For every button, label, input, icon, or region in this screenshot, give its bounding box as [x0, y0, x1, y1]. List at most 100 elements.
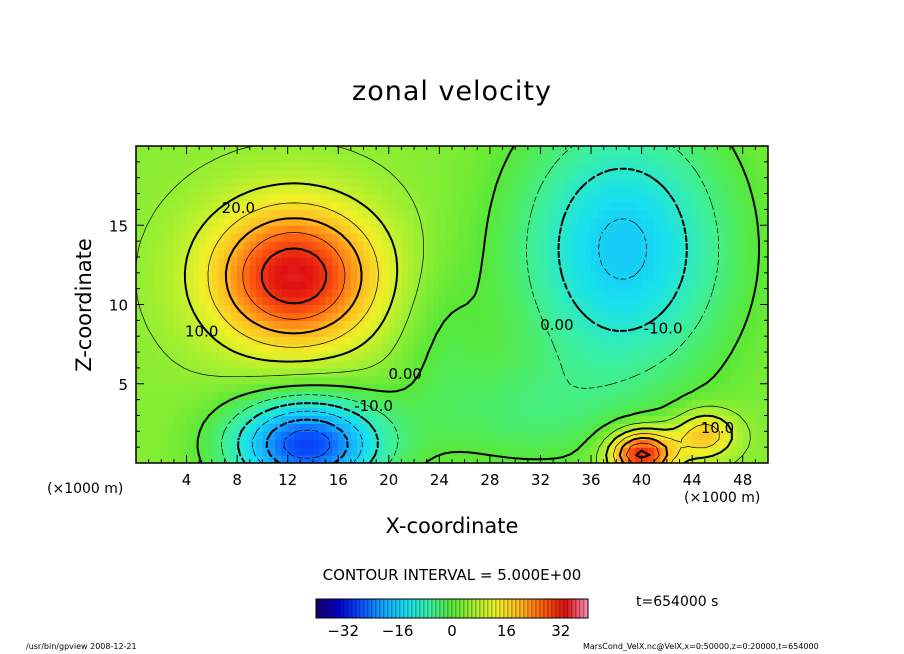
- field-cell: [350, 320, 358, 329]
- field-cell: [407, 217, 415, 226]
- field-cell: [578, 391, 586, 401]
- field-cell: [136, 312, 143, 321]
- field-cell: [704, 344, 712, 353]
- field-cell: [647, 375, 655, 385]
- field-cell: [635, 256, 643, 266]
- field-cell: [591, 320, 598, 329]
- field-cell: [458, 225, 466, 234]
- field-cell: [679, 280, 687, 290]
- field-cell: [711, 280, 719, 290]
- field-cell: [685, 399, 693, 409]
- field-cell: [319, 272, 327, 282]
- colorbar-segment: [491, 598, 497, 619]
- field-cell: [294, 344, 301, 353]
- field-cell: [761, 185, 768, 195]
- field-cell: [363, 288, 371, 298]
- field-cell: [312, 241, 320, 250]
- field-cell: [610, 201, 617, 210]
- field-cell: [622, 225, 630, 234]
- field-cell: [256, 359, 263, 369]
- field-cell: [496, 256, 504, 266]
- field-cell: [192, 423, 200, 432]
- field-cell: [205, 153, 213, 163]
- field-cell: [660, 217, 668, 226]
- field-cell: [211, 455, 219, 463]
- field-cell: [439, 272, 447, 282]
- field-cell: [218, 312, 226, 321]
- field-cell: [306, 264, 314, 274]
- field-cell: [515, 312, 523, 321]
- field-cell: [628, 344, 636, 353]
- field-cell: [685, 193, 693, 203]
- field-cell: [294, 241, 301, 250]
- field-cell: [527, 367, 535, 377]
- field-cell: [730, 296, 737, 306]
- colorbar-tick-label: 32: [551, 622, 570, 640]
- field-cell: [458, 391, 466, 401]
- field-cell: [376, 328, 384, 337]
- field-cell: [610, 312, 617, 321]
- field-cell: [344, 375, 352, 385]
- field-cell: [654, 423, 662, 432]
- field-cell: [357, 320, 365, 329]
- field-cell: [572, 209, 579, 218]
- field-cell: [395, 375, 403, 385]
- field-cell: [591, 407, 598, 417]
- field-cell: [458, 169, 466, 179]
- field-cell: [414, 336, 421, 345]
- field-cell: [275, 146, 282, 155]
- field-cell: [654, 296, 662, 306]
- field-cell: [294, 288, 301, 298]
- field-cell: [534, 272, 542, 282]
- field-cell: [597, 193, 605, 203]
- colorbar-segment: [379, 598, 385, 619]
- field-cell: [508, 209, 516, 218]
- field-cell: [350, 447, 358, 456]
- field-cell: [161, 185, 169, 195]
- field-cell: [350, 161, 358, 171]
- field-cell: [641, 375, 649, 385]
- field-cell: [717, 185, 725, 195]
- field-cell: [641, 367, 649, 377]
- field-cell: [483, 375, 491, 385]
- field-cell: [717, 256, 725, 266]
- field-cell: [230, 256, 238, 266]
- field-cell: [679, 375, 687, 385]
- field-cell: [591, 146, 598, 155]
- field-cell: [553, 407, 561, 417]
- field-cell: [154, 328, 162, 337]
- field-cell: [679, 185, 687, 195]
- field-cell: [218, 359, 226, 369]
- field-cell: [749, 383, 756, 393]
- field-cell: [325, 383, 333, 393]
- field-cell: [249, 367, 257, 377]
- field-cell: [578, 256, 586, 266]
- field-cell: [584, 367, 592, 377]
- field-cell: [414, 431, 421, 440]
- field-cell: [641, 296, 649, 306]
- field-cell: [426, 233, 434, 242]
- field-cell: [704, 193, 712, 203]
- field-cell: [452, 312, 459, 321]
- field-cell: [382, 399, 390, 409]
- field-cell: [388, 185, 396, 195]
- field-cell: [281, 161, 289, 171]
- field-cell: [426, 256, 434, 266]
- field-cell: [205, 391, 213, 401]
- field-cell: [515, 423, 523, 432]
- field-cell: [704, 169, 712, 179]
- field-cell: [635, 225, 643, 234]
- field-cell: [199, 280, 207, 290]
- field-cell: [717, 352, 725, 361]
- field-cell: [698, 146, 706, 155]
- field-cell: [736, 344, 744, 353]
- field-cell: [584, 304, 592, 314]
- field-cell: [331, 439, 339, 448]
- field-cell: [742, 146, 750, 155]
- field-cell: [723, 264, 731, 274]
- field-cell: [521, 336, 529, 345]
- field-cell: [685, 153, 693, 163]
- field-cell: [534, 296, 542, 306]
- field-cell: [540, 304, 548, 314]
- field-cell: [161, 264, 169, 274]
